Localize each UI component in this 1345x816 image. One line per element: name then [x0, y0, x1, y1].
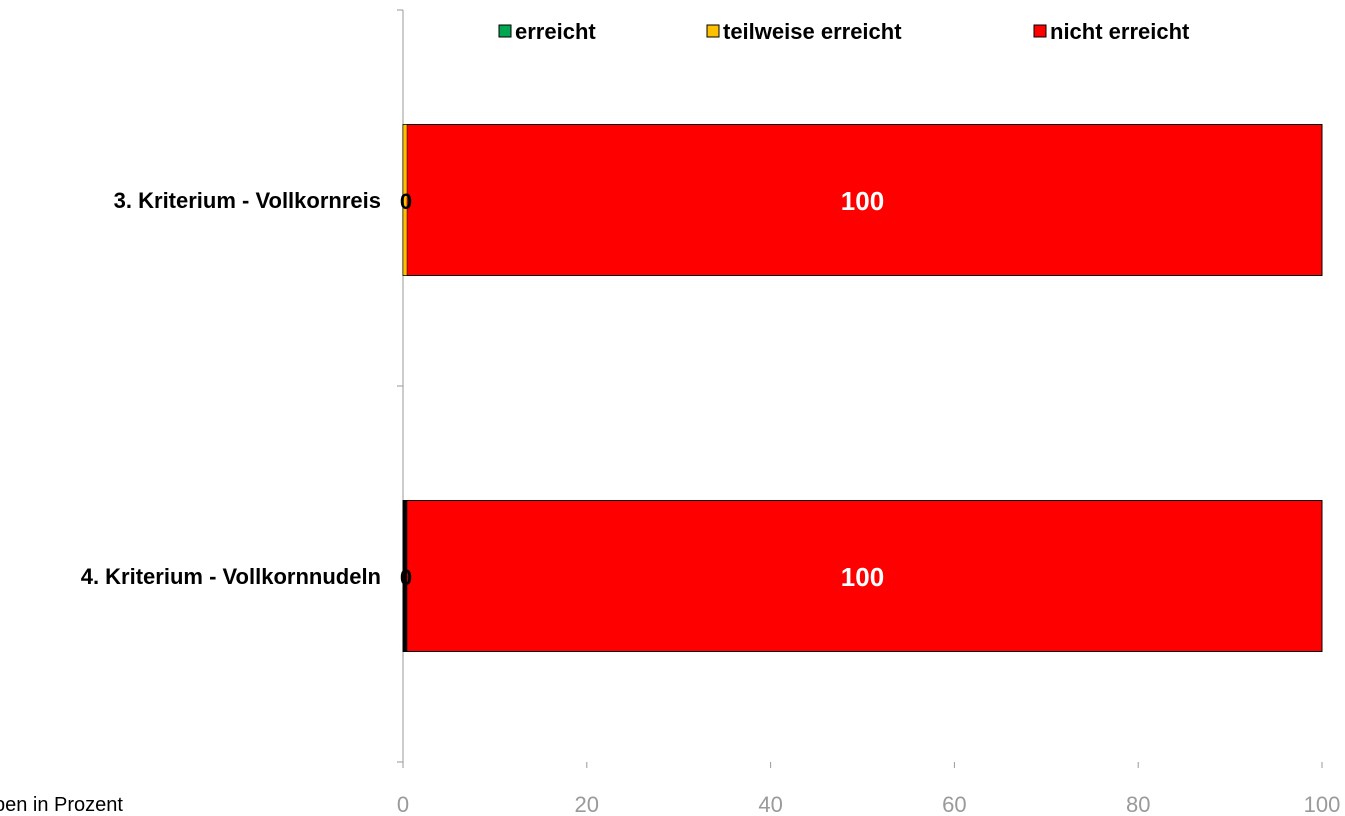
- bars: [402, 124, 1323, 652]
- axes: 0 20 40 60 80 100: [397, 9, 1341, 816]
- legend-swatch: [706, 24, 720, 38]
- data-label-value: 100: [841, 186, 884, 216]
- legend-entry-label: erreicht: [515, 19, 596, 44]
- data-label-zero: 0: [400, 565, 412, 590]
- x-tick-label: 100: [1304, 792, 1341, 816]
- x-tick-label: 0: [397, 792, 409, 816]
- x-tick-label: 80: [1126, 792, 1150, 816]
- legend-entry-label: teilweise erreicht: [723, 19, 902, 44]
- x-tick-label: 60: [942, 792, 966, 816]
- zero-value-sliver: [402, 124, 408, 276]
- bar-segment-nicht-erreicht: [402, 124, 1323, 276]
- legend-entry-label: nicht erreicht: [1050, 19, 1190, 44]
- x-tick-label: 20: [575, 792, 599, 816]
- footnote-text: pen in Prozent: [0, 794, 123, 816]
- data-label-zero: 0: [400, 189, 412, 214]
- bar-segment-nicht-erreicht: [402, 500, 1323, 652]
- legend: erreicht teilweise erreicht nicht erreicht: [498, 19, 1190, 44]
- x-tick-label: 40: [758, 792, 782, 816]
- category-label: 3. Kriterium - Vollkornreis: [114, 188, 381, 213]
- category-label: 4. Kriterium - Vollkornnudeln: [81, 564, 381, 589]
- labels: 3. Kriterium - Vollkornreis 0 100 4. Kriter…: [81, 186, 884, 592]
- data-label-value: 100: [841, 562, 884, 592]
- legend-swatch: [498, 24, 512, 38]
- zero-value-sliver: [402, 500, 408, 652]
- legend-swatch: [1033, 24, 1047, 38]
